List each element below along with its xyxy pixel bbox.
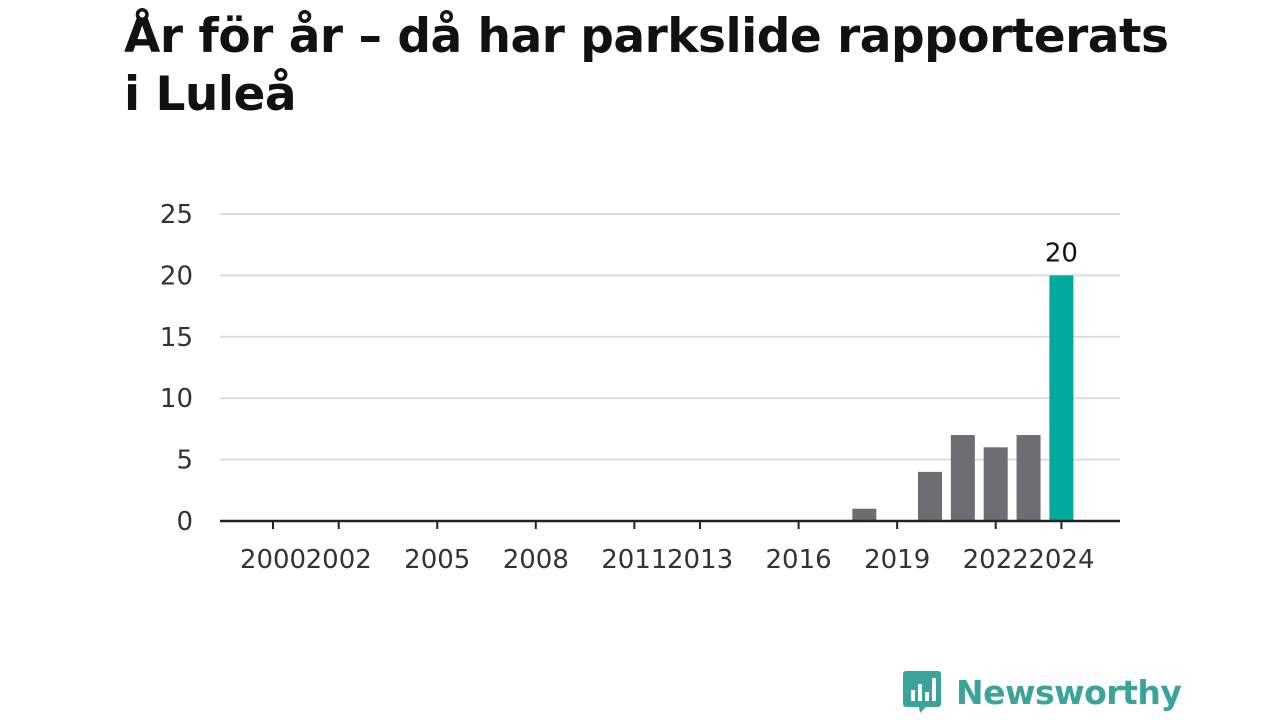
data-label-2024: 20 [1045, 238, 1078, 268]
y-tick-label: 10 [160, 384, 193, 414]
x-tick-label: 2024 [1028, 545, 1094, 575]
y-tick-label: 0 [176, 507, 193, 537]
y-tick-label: 20 [160, 261, 193, 291]
x-tick-label: 2022 [963, 545, 1029, 575]
y-tick-label: 15 [160, 323, 193, 353]
x-tick-label: 2013 [667, 545, 733, 575]
x-tick-label: 2000 [240, 545, 306, 575]
bars [852, 275, 1074, 521]
x-tick-label: 2008 [503, 545, 569, 575]
newsworthy-logo: Newsworthy [902, 670, 1182, 714]
bar-2024 [1049, 275, 1074, 521]
y-tick-label: 25 [160, 200, 193, 230]
data-labels: 20 [1045, 238, 1078, 268]
x-tick-label: 2016 [766, 545, 832, 575]
x-tick-label: 2002 [306, 545, 372, 575]
x-tick-label: 2011 [601, 545, 667, 575]
bar-2022 [983, 447, 1008, 521]
x-tick-label: 2005 [404, 545, 470, 575]
bar-2020 [918, 471, 942, 521]
grid-lines [220, 213, 1120, 461]
y-axis-ticks: 0 5 10 15 20 25 [160, 200, 193, 537]
bar-2021 [950, 435, 975, 521]
chart-title: År för år – då har parkslide rapporterat… [124, 9, 1169, 122]
x-tick-label: 2019 [864, 545, 930, 575]
brand-name: Newsworthy [956, 672, 1182, 712]
bar-2023 [1016, 435, 1041, 521]
y-tick-label: 5 [176, 446, 193, 476]
bar-2018 [852, 508, 877, 521]
x-axis-ticks: 2000 2002 2005 2008 2011 2013 2016 2019 2022 2024 [240, 521, 1094, 575]
newsworthy-bar-chart-icon [903, 671, 941, 713]
